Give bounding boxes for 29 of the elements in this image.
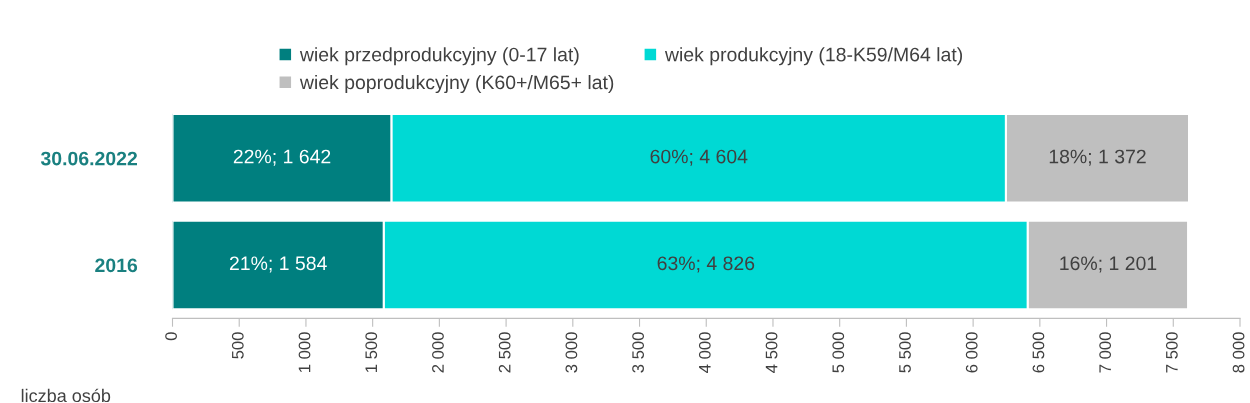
x-tick-label: 1 500 (365, 332, 378, 372)
x-tick-label: 1 000 (298, 332, 311, 372)
data-label: 21%; 1 584 (229, 256, 327, 273)
x-tick-label: 8 000 (1232, 332, 1245, 373)
data-label: 22%; 1 642 (233, 149, 331, 166)
y-tick-label: 2016 (95, 258, 138, 273)
data-label: 60%; 4 604 (650, 149, 748, 166)
x-tick-label: 4 500 (765, 332, 778, 373)
y-tick-label: 30.06.2022 (40, 151, 138, 166)
legend-label: wiek przedprodukcyjny (0-17 lat) (299, 47, 579, 66)
x-tick-label: 4 000 (698, 332, 711, 373)
data-label: 18%; 1 372 (1049, 149, 1146, 166)
x-tick-label: 6 500 (1032, 332, 1045, 373)
x-tick-label: 5 000 (832, 332, 845, 373)
x-tick-label: 6 000 (965, 332, 978, 373)
x-tick-label: 2 000 (432, 332, 444, 373)
x-tick-label: 7 000 (1099, 332, 1112, 373)
x-tick-label: 2 500 (498, 332, 511, 373)
legend-label: wiek poprodukcyjny (K60+/M65+ lat) (299, 74, 614, 94)
data-label: 16%; 1 201 (1060, 256, 1157, 273)
x-tick-label: 5 500 (899, 332, 911, 373)
data-label: 63%; 4 826 (657, 256, 755, 273)
legend-label: wiek produkcyjny (18-K59/M64 lat) (664, 47, 963, 66)
x-tick-label: 7 500 (1165, 332, 1178, 373)
x-tick-label: 3 500 (632, 332, 645, 373)
x-tick-label: 0 (165, 332, 177, 341)
x-tick-label: 500 (231, 332, 244, 359)
x-axis-title: liczba osób (21, 388, 111, 403)
x-tick-label: 3 000 (565, 332, 578, 373)
